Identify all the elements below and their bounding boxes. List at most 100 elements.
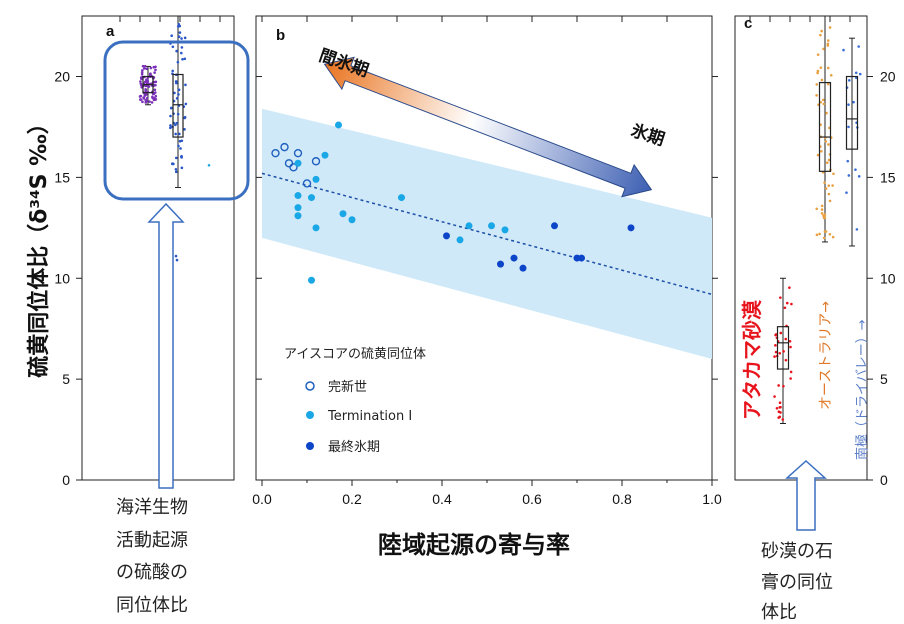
antarctica-dot: [852, 101, 855, 104]
australia-dot: [830, 74, 833, 77]
marine-blue-dot: [177, 113, 180, 116]
point-termination: [340, 210, 347, 217]
marine-purple-dot: [151, 101, 154, 104]
y-axis-label: 硫黄同位体比（δ³⁴S ‰）: [26, 112, 52, 378]
marine-purple-dot: [150, 67, 153, 70]
desert-note-line-1: 砂漠の石: [761, 541, 833, 562]
australia-dot: [831, 184, 834, 187]
marine-blue-dot: [184, 84, 187, 87]
marine-blue-dot: [178, 89, 181, 92]
atacama-dot: [779, 406, 782, 409]
point-termination: [295, 212, 302, 219]
marine-blue-dot: [178, 25, 181, 28]
marine-purple-dot: [146, 79, 149, 82]
marine-purple-dot: [141, 71, 144, 74]
marine-blue-dot: [184, 37, 187, 40]
australia-dot: [832, 172, 835, 175]
atacama-dot: [776, 407, 779, 410]
marine-blue-dot: [170, 34, 173, 37]
y-tick-label-left: 5: [62, 371, 70, 387]
x-tick-label: 0.0: [252, 491, 272, 507]
desert-hollow-arrow: [787, 461, 825, 530]
australia-dot: [820, 150, 823, 153]
marine-purple-dot: [152, 66, 155, 69]
point-lgm: [497, 261, 504, 268]
australia-dot: [829, 200, 832, 203]
marine-blue-dot: [179, 140, 182, 143]
australia-dot: [827, 143, 830, 146]
australia-dot: [823, 181, 826, 184]
marine-note-line-2: 活動起源: [116, 530, 188, 551]
x-tick-label: 0.4: [432, 491, 452, 507]
atacama-dot: [781, 418, 784, 421]
marine-purple-dot: [140, 78, 143, 81]
atacama-dot: [790, 303, 793, 306]
antarctica-label: 南極（ドライバレー）→: [854, 319, 870, 460]
marine-blue-dot: [175, 171, 178, 174]
australia-dot: [822, 48, 825, 51]
point-termination: [466, 222, 473, 229]
marine-blue-dot: [178, 35, 181, 38]
y-tick-label-left: 10: [54, 270, 70, 286]
panel-a-letter: a: [106, 23, 115, 40]
atacama-dot: [777, 384, 780, 387]
marine-blue-dot: [179, 147, 182, 150]
marine-blue-dot: [179, 31, 182, 34]
confidence-band: [262, 109, 712, 359]
atacama-dot: [774, 344, 777, 347]
point-termination: [295, 192, 302, 199]
atacama-dot: [780, 332, 783, 335]
y-tick-label-right: 20: [880, 69, 896, 85]
x-tick-label: 0.2: [342, 491, 362, 507]
australia-dot: [825, 230, 828, 233]
marine-highlight-box: [105, 42, 248, 199]
point-lgm: [511, 255, 518, 262]
marine-hollow-arrow: [149, 204, 183, 488]
point-termination: [502, 226, 509, 233]
australia-dot: [824, 216, 827, 219]
atacama-dot: [777, 416, 780, 419]
australia-dot: [826, 161, 829, 164]
point-termination: [322, 152, 329, 159]
atacama-dot: [786, 302, 789, 305]
atacama-dot: [773, 395, 776, 398]
atacama-dot: [779, 401, 782, 404]
marine-blue-dot: [175, 50, 178, 53]
australia-dot: [817, 53, 820, 56]
australia-dot: [825, 140, 828, 143]
marine-purple-dot: [144, 65, 147, 68]
marine-blue-dot: [180, 37, 183, 40]
marine-blue-dot: [169, 115, 172, 118]
marine-blue-dot: [177, 93, 180, 96]
australia-dot: [825, 112, 828, 115]
marine-blue-dot: [171, 70, 174, 73]
x-tick-label: 0.6: [522, 491, 542, 507]
australia-dot: [821, 208, 824, 211]
atacama-dot: [782, 350, 785, 353]
marine-blue-dot: [180, 52, 183, 55]
panel-a-plot: [139, 16, 211, 261]
atacama-dot: [774, 334, 777, 337]
marine-purple-dot: [146, 97, 149, 100]
legend-holocene-marker: [306, 382, 314, 390]
australia-dot: [820, 66, 823, 69]
point-lgm: [578, 255, 585, 262]
australia-dot: [827, 184, 830, 187]
panel-c-letter: c: [744, 15, 752, 32]
australia-dot: [832, 236, 835, 239]
marine-note-line-1: 海洋生物: [116, 497, 188, 518]
marine-blue-dot: [181, 58, 184, 61]
marine-purple-dot: [145, 81, 148, 84]
point-lgm: [551, 222, 558, 229]
x-tick-label: 1.0: [702, 491, 722, 507]
antarctica-dot: [842, 49, 845, 52]
marine-purple-dot: [144, 94, 147, 97]
australia-dot: [821, 205, 824, 208]
point-termination: [313, 224, 320, 231]
marine-outlier: [208, 164, 211, 167]
atacama-dot: [790, 371, 793, 374]
marine-purple-dot: [153, 71, 156, 74]
y-tick-label-right: 10: [880, 270, 896, 286]
point-termination: [349, 216, 356, 223]
